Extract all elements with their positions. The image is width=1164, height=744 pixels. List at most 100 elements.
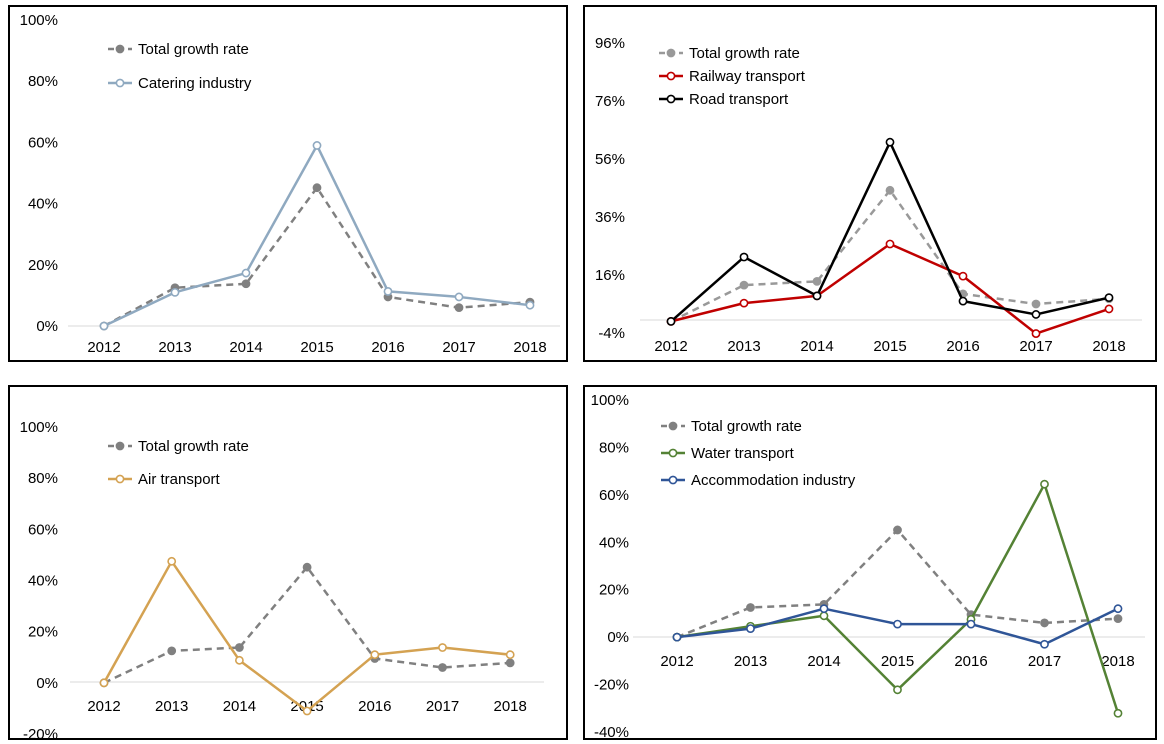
- data-point: [812, 276, 822, 286]
- y-tick-label: 20%: [28, 624, 58, 641]
- x-tick-label: 2017: [1028, 653, 1061, 670]
- data-point: [958, 271, 968, 281]
- chart-water-accommodation: -40% -20% 0% 20% 40% 60% 80% 100% 2012 2013 2014 20…: [591, 392, 1145, 738]
- y-tick-label: 0%: [607, 629, 629, 646]
- data-point: [234, 655, 244, 665]
- data-point: [666, 316, 676, 326]
- data-point: [312, 141, 322, 150]
- data-point: [966, 619, 976, 629]
- y-tick-label: 60%: [599, 487, 629, 504]
- data-point: [167, 556, 177, 566]
- y-tick-label: 16%: [595, 267, 625, 284]
- data-point: [505, 658, 515, 668]
- y-tick-label: 80%: [28, 73, 58, 90]
- data-point: [958, 296, 968, 306]
- data-point: [241, 279, 251, 289]
- chart-panel-catering: 0% 20% 40% 60% 80% 100% 2012 2013 2014 2015 2016 20…: [8, 5, 568, 362]
- data-point: [234, 643, 244, 652]
- x-tick-label: 2013: [158, 339, 191, 356]
- legend-label: Railway transport: [689, 68, 806, 85]
- legend-marker: [668, 475, 678, 485]
- series-line: [102, 560, 511, 713]
- data-point: [1031, 310, 1041, 319]
- series-line: [670, 140, 1110, 323]
- y-tick-label: 60%: [28, 134, 58, 151]
- y-tick-label: 100%: [20, 12, 58, 29]
- data-point: [893, 525, 902, 535]
- x-tick-label: 2017: [1019, 338, 1052, 355]
- data-point: [819, 611, 829, 621]
- chart-railway-road: -4% 16% 36% 56% 76% 96% 2012 2013 2014 2015 2016 20…: [595, 35, 1142, 355]
- data-point: [812, 291, 822, 301]
- data-point: [170, 287, 180, 297]
- x-tick-label: 2015: [873, 338, 906, 355]
- data-point: [1040, 479, 1049, 489]
- legend-label: Total growth rate: [138, 41, 249, 58]
- data-point: [1031, 299, 1041, 309]
- legend-label: Total growth rate: [689, 45, 800, 62]
- x-tick-label: 2013: [734, 653, 767, 670]
- chart-catering: 0% 20% 40% 60% 80% 100% 2012 2013 2014 2015 2016 20…: [20, 12, 560, 356]
- x-tick-label: 2016: [371, 339, 404, 356]
- y-tick-label: -20%: [23, 726, 58, 738]
- x-tick-label: 2012: [87, 339, 120, 356]
- chart-panel-water-accommodation: -40% -20% 0% 20% 40% 60% 80% 100% 2012 2013 2014 20…: [583, 385, 1157, 740]
- legend-label: Catering industry: [138, 75, 252, 92]
- y-tick-label: 96%: [595, 35, 625, 52]
- legend-label: Total growth rate: [691, 418, 802, 435]
- series-line: [103, 144, 531, 328]
- data-point: [1040, 618, 1049, 628]
- y-tick-label: 60%: [28, 521, 58, 538]
- x-tick-label: 2015: [300, 339, 333, 356]
- y-tick-label: -20%: [594, 677, 629, 694]
- data-point: [438, 643, 447, 652]
- legend-label: Road transport: [689, 91, 789, 108]
- y-tick-label: 80%: [599, 439, 629, 456]
- legend-label: Accommodation industry: [691, 472, 856, 489]
- data-point: [1040, 639, 1049, 649]
- y-tick-label: 20%: [599, 582, 629, 599]
- legend-marker: [115, 474, 125, 484]
- y-tick-label: -4%: [598, 325, 625, 342]
- legend-label: Air transport: [138, 471, 221, 488]
- chart-panel-air: -20% 0% 20% 40% 60% 80% 100% 2012 2013 2014 2015 20…: [8, 385, 568, 740]
- x-tick-label: 2014: [223, 698, 256, 715]
- x-tick-label: 2012: [660, 653, 693, 670]
- x-tick-label: 2016: [358, 698, 391, 715]
- y-tick-label: 36%: [595, 209, 625, 226]
- data-point: [1104, 293, 1114, 303]
- data-point: [1104, 304, 1114, 314]
- y-tick-label: 56%: [595, 151, 625, 168]
- data-point: [819, 604, 829, 614]
- x-tick-label: 2018: [1101, 653, 1134, 670]
- legend-marker: [115, 78, 125, 88]
- x-tick-label: 2012: [654, 338, 687, 355]
- data-point: [672, 632, 682, 642]
- legend-label: Water transport: [691, 445, 795, 462]
- y-tick-label: 100%: [591, 392, 629, 409]
- data-point: [885, 185, 895, 195]
- data-point: [739, 280, 749, 290]
- data-point: [1031, 329, 1041, 338]
- legend-marker: [668, 448, 678, 458]
- chart-panel-railway-road: -4% 16% 36% 56% 76% 96% 2012 2013 2014 2015 2016 20…: [583, 5, 1157, 362]
- x-tick-label: 2012: [87, 698, 120, 715]
- data-point: [885, 239, 895, 249]
- x-tick-label: 2016: [954, 653, 987, 670]
- data-point: [302, 706, 312, 716]
- series-line: [103, 565, 511, 684]
- x-tick-label: 2018: [513, 339, 546, 356]
- legend-marker: [666, 48, 676, 58]
- series-line: [676, 482, 1120, 714]
- y-tick-label: 100%: [20, 419, 58, 436]
- legend-marker: [666, 71, 676, 81]
- data-point: [454, 303, 464, 313]
- y-tick-label: 80%: [28, 470, 58, 487]
- y-tick-label: 40%: [599, 534, 629, 551]
- data-point: [1113, 604, 1123, 614]
- data-point: [1113, 708, 1123, 718]
- y-tick-label: 20%: [28, 257, 58, 274]
- x-tick-label: 2017: [442, 339, 475, 356]
- data-point: [383, 287, 393, 296]
- x-tick-label: 2014: [807, 653, 840, 670]
